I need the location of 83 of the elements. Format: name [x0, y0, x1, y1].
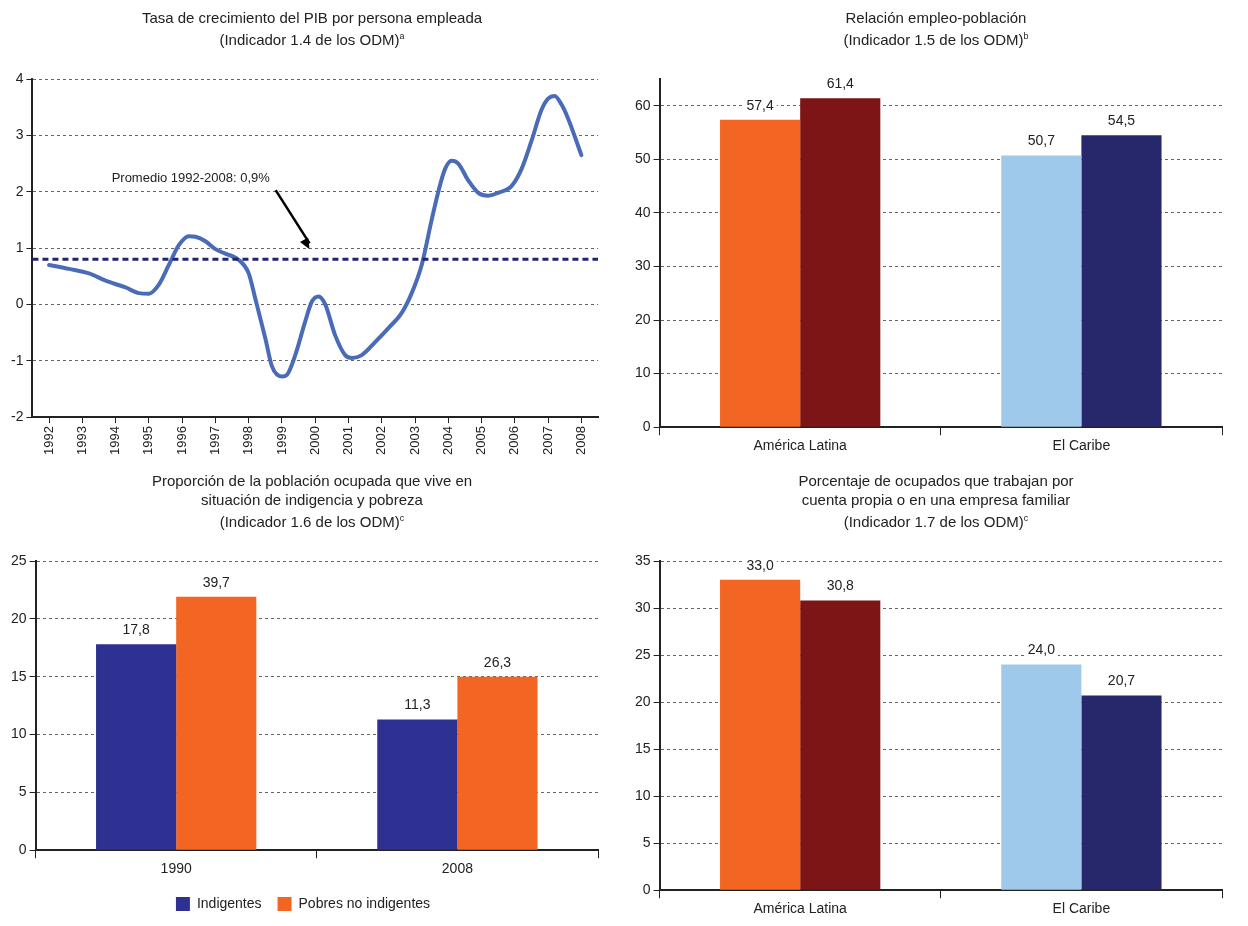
x-tick-label: 1998 — [240, 426, 256, 455]
x-tick-label: 1993 — [73, 426, 89, 455]
x-tick-label: 2007 — [539, 426, 555, 455]
y-tick-label: 0 — [15, 295, 24, 312]
annotation: 39,7 — [202, 573, 231, 590]
y-tick-label: -2 — [11, 407, 24, 424]
y-tick-label: 60 — [634, 96, 651, 113]
chart-title: Porcentaje de ocupados que trabajan por cuenta propia o en una empresa familiar (Indicador 1.7 de los ODM)$^{c}$ — [797, 471, 1075, 531]
bar — [1001, 155, 1082, 427]
annotation: Promedio 1992-2008: 0,9% — [111, 169, 271, 185]
x-tick-label: América Latina — [753, 900, 848, 917]
bar — [800, 600, 881, 890]
bar — [800, 98, 881, 427]
x-tick-label: 2005 — [473, 426, 489, 455]
data-label: 54,5 — [1107, 112, 1136, 129]
bar — [96, 644, 177, 850]
x-tick-label: 1995 — [140, 426, 156, 455]
y-tick-label: 15 — [10, 667, 27, 684]
x-tick-label: 2002 — [373, 426, 389, 455]
y-tick-label: 10 — [634, 364, 651, 381]
bar — [720, 119, 801, 427]
data-label: 57,4 — [746, 96, 774, 113]
y-tick-label: 30 — [634, 598, 651, 615]
x-tick-label: 2000 — [306, 426, 322, 455]
data-label: 17,8 — [122, 621, 150, 638]
y-tick-label: 3 — [15, 126, 24, 143]
data-label: 24,0 — [1027, 641, 1056, 658]
x-tick-label: 1990 — [160, 860, 192, 877]
x-tick-label: 2008 — [441, 860, 474, 877]
bar — [457, 676, 538, 850]
y-tick-label: 0 — [642, 881, 651, 898]
y-tick-label: 0 — [18, 841, 27, 858]
y-tick-label: 0 — [642, 418, 651, 435]
x-tick-label: 1994 — [107, 426, 123, 455]
legend-label: Indigentes — [196, 894, 262, 911]
data-label: 11,3 — [404, 696, 431, 713]
y-tick-label: 50 — [634, 150, 651, 167]
y-tick-label: 25 — [634, 645, 651, 662]
annotation: 26,3 — [483, 653, 512, 670]
x-tick-label: 1996 — [173, 426, 189, 455]
bar — [1081, 135, 1162, 427]
x-tick-label: 2004 — [439, 426, 455, 455]
chart-title: Proporción de la población ocupada que vive en situación de indigencia y pobreza (Indicador 1.6 de los ODM)$^{c}$ — [150, 471, 474, 531]
x-tick-label: El Caribe — [1052, 437, 1111, 454]
data-label: 30,8 — [826, 577, 855, 594]
y-tick-label: 40 — [634, 203, 651, 220]
y-tick-label: 30 — [634, 257, 651, 274]
y-tick-label: 20 — [634, 692, 651, 709]
x-tick-label: 2008 — [572, 426, 588, 455]
y-tick-label: 15 — [634, 739, 651, 756]
legend-label: Pobres no indigentes — [298, 894, 431, 911]
bar — [377, 719, 458, 850]
bar — [176, 596, 257, 850]
y-tick-label: 35 — [634, 551, 651, 568]
y-tick-label: 5 — [642, 834, 651, 851]
bar — [1001, 664, 1082, 890]
x-tick-label: 2001 — [340, 426, 356, 455]
x-tick-label: 2003 — [406, 426, 422, 455]
y-tick-label: 2 — [15, 182, 24, 199]
y-tick-label: 25 — [10, 551, 27, 568]
y-tick-label: 5 — [18, 783, 27, 800]
x-tick-label: El Caribe — [1052, 900, 1111, 917]
bar — [1081, 695, 1162, 890]
y-tick-label: -1 — [11, 351, 24, 368]
chart-title: Tasa de crecimiento del PIB por persona empleada (Indicador 1.4 de los ODM)$^{a}$ — [140, 8, 484, 49]
x-tick-label: 2006 — [506, 426, 522, 455]
chart-title: Relación empleo-población (Indicador 1.5 de los ODM)$^{b}$ — [842, 8, 1030, 49]
x-tick-label: 1992 — [40, 426, 56, 455]
data-label: 33,0 — [746, 556, 774, 573]
y-tick-label: 4 — [15, 69, 24, 86]
y-tick-label: 20 — [10, 609, 27, 626]
y-tick-label: 10 — [634, 787, 651, 803]
data-label: 20,7 — [1107, 672, 1136, 689]
y-tick-label: 20 — [634, 310, 651, 327]
y-tick-label: 1 — [15, 238, 24, 255]
data-label: 61,4 — [826, 75, 855, 92]
line-series — [47, 93, 584, 379]
x-tick-label: 1997 — [207, 426, 222, 455]
y-tick-label: 10 — [10, 725, 27, 742]
x-tick-label: 1999 — [273, 426, 289, 455]
data-label: 50,7 — [1027, 132, 1056, 149]
bar — [720, 579, 801, 890]
x-tick-label: América Latina — [753, 437, 848, 454]
